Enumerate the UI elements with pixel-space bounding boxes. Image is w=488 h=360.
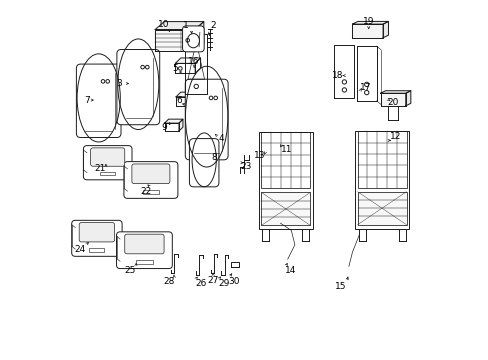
Circle shape [342,88,346,92]
FancyBboxPatch shape [117,50,160,125]
Text: 6: 6 [176,96,182,105]
Bar [357,131,406,188]
Text: 22: 22 [140,187,151,196]
Bar [357,192,406,225]
Text: 10: 10 [158,20,169,29]
Polygon shape [176,97,193,106]
FancyBboxPatch shape [72,220,122,256]
Polygon shape [195,58,200,73]
Text: 2: 2 [209,22,215,31]
FancyBboxPatch shape [182,26,204,52]
Polygon shape [176,92,198,97]
Text: 23: 23 [240,162,251,171]
Polygon shape [382,22,387,38]
FancyBboxPatch shape [76,64,121,138]
Text: 21: 21 [95,164,106,173]
Circle shape [364,90,368,95]
Polygon shape [352,24,382,38]
Bar [355,131,408,229]
Text: 7: 7 [84,96,89,105]
Text: 26: 26 [195,279,206,288]
Polygon shape [175,63,195,73]
Polygon shape [164,123,179,131]
Text: 27: 27 [207,276,219,284]
Polygon shape [194,22,203,51]
Circle shape [101,80,104,83]
Text: 5: 5 [172,64,178,73]
Polygon shape [164,119,183,123]
Polygon shape [175,58,200,63]
Text: 9: 9 [162,123,167,132]
FancyBboxPatch shape [83,146,132,180]
Bar [230,262,238,267]
FancyBboxPatch shape [189,139,219,187]
Polygon shape [155,22,203,30]
Circle shape [185,39,189,42]
Circle shape [106,80,109,83]
Polygon shape [380,93,405,106]
Text: 20: 20 [386,98,398,107]
Text: 16: 16 [188,57,200,66]
Text: 30: 30 [228,277,240,286]
Circle shape [342,80,346,84]
Polygon shape [334,45,354,98]
Circle shape [364,82,368,86]
Polygon shape [155,30,194,51]
Text: 24: 24 [74,245,85,253]
Text: 18: 18 [332,71,343,80]
Bar [89,248,104,252]
Text: 19: 19 [362,17,374,26]
Polygon shape [380,91,410,93]
Text: 4: 4 [218,134,224,143]
Bar [261,132,310,189]
Circle shape [145,66,149,69]
Polygon shape [193,92,198,106]
Text: 1: 1 [183,21,189,30]
Bar [261,192,310,225]
Polygon shape [356,46,376,101]
Text: 15: 15 [335,282,346,291]
Bar [100,172,115,175]
Text: 29: 29 [218,279,229,288]
FancyBboxPatch shape [123,162,178,198]
FancyBboxPatch shape [185,79,228,160]
Text: 12: 12 [389,132,401,141]
FancyBboxPatch shape [116,232,172,269]
Bar [259,132,312,229]
Circle shape [213,96,217,100]
FancyBboxPatch shape [79,222,114,242]
Polygon shape [179,119,183,131]
Circle shape [178,67,182,70]
Text: 11: 11 [280,145,292,154]
Polygon shape [405,91,410,106]
FancyBboxPatch shape [124,234,164,254]
Circle shape [141,66,144,69]
Bar [136,260,153,264]
FancyBboxPatch shape [90,148,124,166]
Text: 25: 25 [124,266,136,275]
Circle shape [209,96,212,100]
Bar [142,190,159,194]
Polygon shape [185,34,207,94]
Text: 13: 13 [254,151,265,160]
Text: 3: 3 [116,79,122,88]
Text: 28: 28 [163,277,174,286]
FancyBboxPatch shape [132,164,169,184]
Text: 14: 14 [285,266,296,275]
Circle shape [194,84,198,89]
Polygon shape [352,22,387,24]
Text: 8: 8 [211,153,216,162]
Text: 17: 17 [359,83,370,92]
